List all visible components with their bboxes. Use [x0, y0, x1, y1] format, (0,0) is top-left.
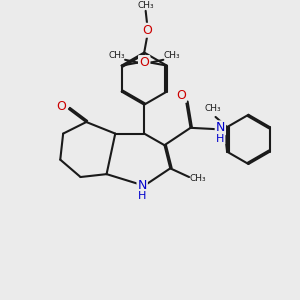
Text: H: H [138, 191, 146, 201]
Text: O: O [176, 89, 186, 102]
Text: N: N [216, 121, 225, 134]
Text: N: N [137, 179, 147, 192]
Text: O: O [140, 56, 149, 69]
Text: O: O [139, 56, 149, 69]
Text: CH₃: CH₃ [137, 1, 154, 10]
Text: CH₃: CH₃ [204, 104, 221, 113]
Text: CH₃: CH₃ [109, 51, 125, 60]
Text: H: H [216, 134, 224, 143]
Text: O: O [56, 100, 66, 113]
Text: CH₃: CH₃ [190, 174, 206, 183]
Text: O: O [142, 24, 152, 37]
Text: CH₃: CH₃ [163, 51, 180, 60]
